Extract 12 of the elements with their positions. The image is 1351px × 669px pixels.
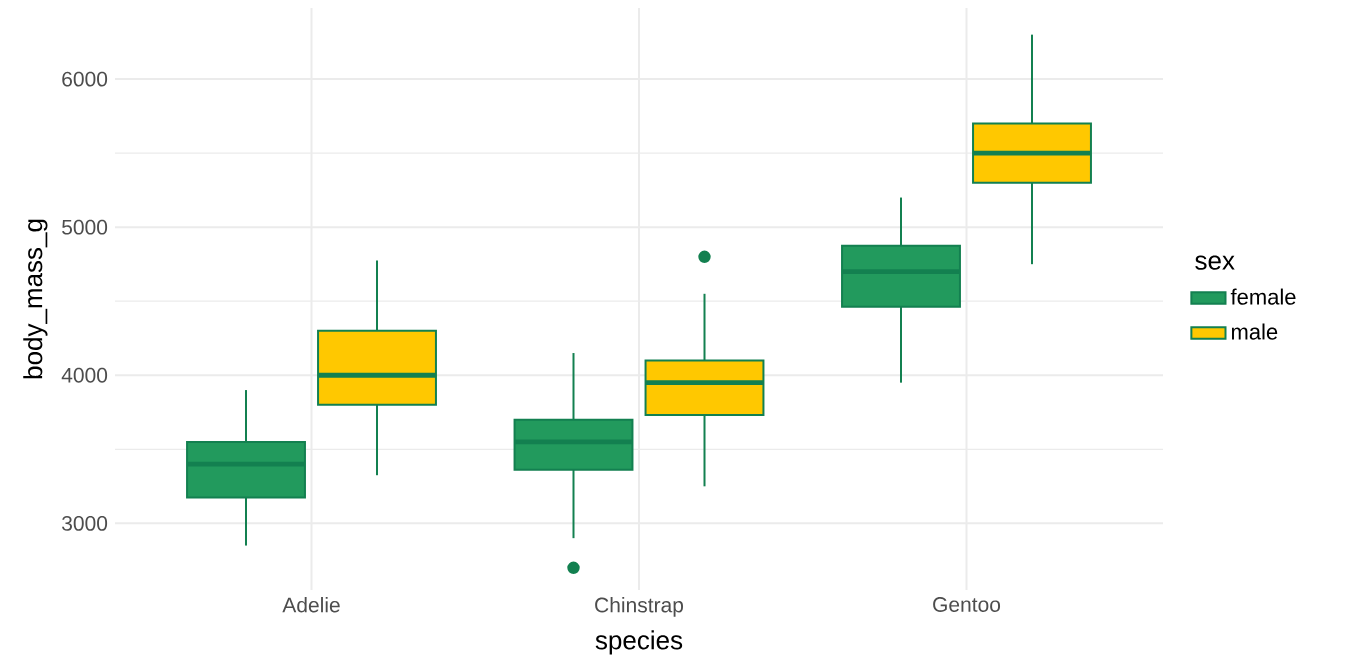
x-tick-label: Gentoo [933,597,1001,612]
legend-label: female [1230,288,1296,305]
y-tick-label: 5000 [62,219,108,235]
y-tick-label: 4000 [61,367,108,383]
y-axis-title: body_mass_g [23,219,48,379]
legend-title: sex [1195,255,1235,270]
y-tick-label: 3000 [62,515,108,531]
x-axis-title: species [595,630,683,655]
x-tick-label: Adelie [282,597,340,613]
legend-label: male [1231,323,1278,340]
x-tick-label: Chinstrap [595,597,684,617]
y-tick-label: 6000 [62,71,108,87]
